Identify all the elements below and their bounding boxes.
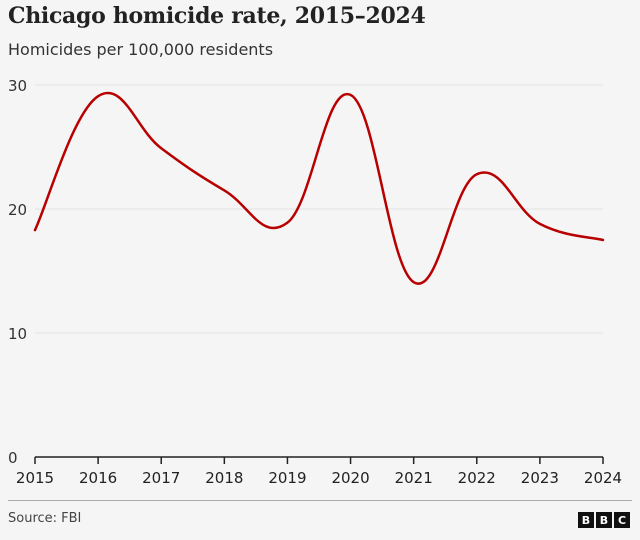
bbc-logo: B B C <box>578 512 630 528</box>
x-tick-label: 2015 <box>16 469 54 487</box>
x-tick-label: 2020 <box>331 469 369 487</box>
logo-letter: C <box>614 512 630 528</box>
y-tick-label: 30 <box>8 77 27 95</box>
logo-letter: B <box>596 512 612 528</box>
footer-divider <box>8 500 632 501</box>
y-tick-label: 20 <box>8 201 27 219</box>
series-line-homicide-rate <box>33 91 605 285</box>
y-tick-label: 0 <box>8 449 18 467</box>
y-tick-label: 10 <box>8 325 27 343</box>
chart-title: Chicago homicide rate, 2015–2024 <box>8 3 426 29</box>
chart-subtitle: Homicides per 100,000 residents <box>8 40 274 59</box>
x-tick-label: 2022 <box>458 469 496 487</box>
x-tick-label: 2018 <box>205 469 243 487</box>
x-tick-label: 2024 <box>584 469 622 487</box>
source-note: Source: FBI <box>8 511 82 526</box>
x-tick-label: 2021 <box>395 469 433 487</box>
x-tick-label: 2023 <box>521 469 559 487</box>
logo-letter: B <box>578 512 594 528</box>
x-tick-label: 2017 <box>142 469 180 487</box>
line-chart: 0 10 20 30 2015 2016 2017 2018 2019 2020 2021 2022… <box>8 77 622 487</box>
x-tick-label: 2019 <box>268 469 306 487</box>
x-tick-label: 2016 <box>79 469 117 487</box>
